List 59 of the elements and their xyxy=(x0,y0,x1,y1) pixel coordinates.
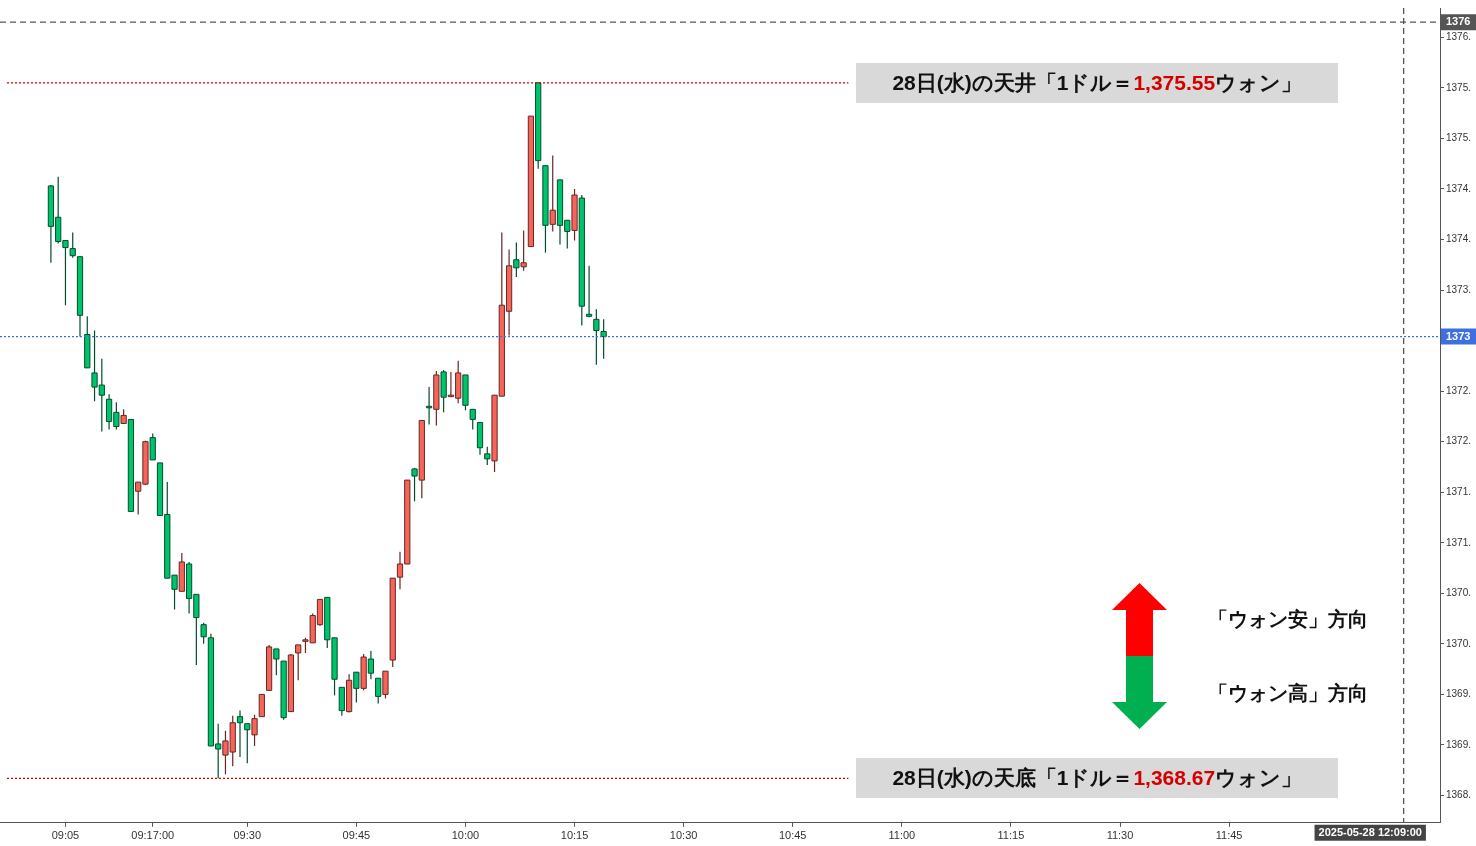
x-tick-label: 10:30 xyxy=(669,829,698,842)
x-tick-label: 10:15 xyxy=(560,829,589,842)
x-tick-label: 11:15 xyxy=(997,829,1025,842)
annotation: 「ウォン安」方向 xyxy=(1208,607,1368,630)
x-tick-label: 09:45 xyxy=(342,829,371,842)
y-tick-label: 1376. xyxy=(1446,31,1472,43)
candlestick xyxy=(200,622,207,645)
candlestick xyxy=(236,709,244,758)
x-tick-label: 11:30 xyxy=(1106,829,1134,842)
y-tick-label: 1370. xyxy=(1446,637,1472,649)
x-tick-label: 10:45 xyxy=(778,829,807,842)
x-tick-label: 11:00 xyxy=(888,829,916,842)
ref-line-label: 28日(水)の天井「1ドル＝1,375.55ウォン」 xyxy=(892,69,1303,96)
x-tick-label: 09:17:00 xyxy=(131,829,175,842)
x-tick-label: 09:05 xyxy=(51,829,80,842)
y-tick-label: 1374. xyxy=(1446,233,1472,245)
candlestick xyxy=(338,686,345,717)
y-tick-label: 1371. xyxy=(1446,536,1472,548)
y-tick-label: 1372. xyxy=(1446,435,1472,447)
candlestick xyxy=(258,693,265,718)
candlestick xyxy=(520,229,527,272)
candlestick xyxy=(69,231,76,259)
candlestick xyxy=(244,723,251,764)
x-tick-label: 10:00 xyxy=(451,829,480,842)
candlestick xyxy=(593,308,600,366)
candlestick xyxy=(549,154,556,233)
y-tick-label: 1371. xyxy=(1446,485,1472,497)
candlestick xyxy=(484,446,491,466)
y-tick-label: 1369. xyxy=(1446,688,1472,700)
candlestick xyxy=(353,671,360,704)
y-tick-label: 1375. xyxy=(1446,132,1472,144)
x-tick-label: 11:45 xyxy=(1215,829,1243,842)
candlestick xyxy=(149,433,156,461)
ref-line-label: 1376 xyxy=(1446,15,1471,28)
y-tick-label: 1373. xyxy=(1446,283,1472,295)
y-tick-label: 1375. xyxy=(1446,81,1472,93)
y-tick-label: 1370. xyxy=(1446,587,1472,599)
candlestick xyxy=(600,318,607,360)
y-tick-label: 1369. xyxy=(1446,738,1472,750)
candlestick xyxy=(251,714,258,747)
candlestick xyxy=(513,241,520,278)
candlestick xyxy=(367,650,375,680)
candlestick xyxy=(295,644,302,681)
x-tick-label: 09:30 xyxy=(233,829,262,842)
candlestick xyxy=(411,467,418,502)
candlestick xyxy=(469,408,476,431)
candlestick xyxy=(382,670,389,700)
y-tick-label: 1368. xyxy=(1446,789,1472,801)
ref-line-label: 1373 xyxy=(1446,329,1471,342)
candlestick xyxy=(375,677,382,705)
y-tick-label: 1374. xyxy=(1446,182,1472,194)
ref-line-label: 2025-05-28 12:09:00 xyxy=(1318,825,1422,838)
ref-line-label: 28日(水)の天底「1ドル＝1,368.67ウォン」 xyxy=(892,765,1303,792)
y-tick-label: 1372. xyxy=(1446,384,1472,396)
callout-box: 28日(水)の天底「1ドル＝1,368.67ウォン」 xyxy=(856,758,1339,799)
callout-box: 28日(水)の天井「1ドル＝1,375.55ウォン」 xyxy=(856,62,1339,103)
candlestick xyxy=(273,648,280,676)
annotation: 「ウォン高」方向 xyxy=(1208,681,1368,704)
candlestick xyxy=(585,265,593,318)
